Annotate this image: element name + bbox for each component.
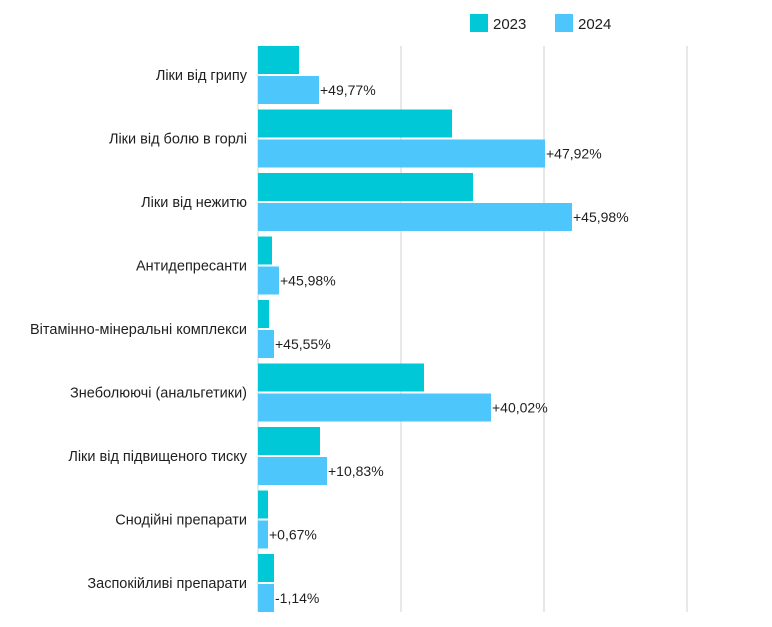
bar-2024[interactable] [258,139,545,168]
data-label: +45,98% [280,273,336,289]
data-label: +45,98% [573,209,629,225]
category-label: Ліки від підвищеного тиску [68,449,247,465]
bar-2024[interactable] [258,520,268,549]
category-label: Заспокійливі препарати [87,576,247,592]
legend-swatch[interactable] [555,14,573,32]
data-label: +45,55% [275,336,331,352]
bar-2023[interactable] [258,46,299,74]
bar-2023[interactable] [258,300,269,328]
data-label: +0,67% [269,527,317,543]
bar-2023[interactable] [258,109,452,138]
bar-2023[interactable] [258,236,272,265]
bar-2024[interactable] [258,76,319,104]
legend-label[interactable]: 2023 [493,16,526,33]
category-label: Вітамінно-мінеральні комплекси [30,322,247,338]
bar-2024[interactable] [258,203,572,231]
bar-2023[interactable] [258,490,268,519]
bar-2024[interactable] [258,393,491,422]
data-label: +40,02% [492,400,548,416]
data-label: +47,92% [546,146,602,162]
category-label: Ліки від нежитю [141,195,247,211]
category-label: Антидепресанти [136,259,247,275]
data-label: +10,83% [328,463,384,479]
bar-2023[interactable] [258,427,320,455]
legend-label[interactable]: 2024 [578,16,611,33]
bar-2024[interactable] [258,330,274,358]
bar-2023[interactable] [258,173,473,201]
category-label: Знеболюючі (анальгетики) [70,386,247,402]
bar-2024[interactable] [258,457,327,485]
bar-2023[interactable] [258,363,424,392]
category-label: Ліки від грипу [156,68,248,84]
bar-2024[interactable] [258,266,279,295]
category-label: Ліки від болю в горлі [109,132,247,148]
bar-2024[interactable] [258,584,274,612]
data-label: +49,77% [320,82,376,98]
category-label: Снодійні препарати [115,513,247,529]
bar-2023[interactable] [258,554,274,582]
legend-swatch[interactable] [470,14,488,32]
data-label: -1,14% [275,590,319,606]
